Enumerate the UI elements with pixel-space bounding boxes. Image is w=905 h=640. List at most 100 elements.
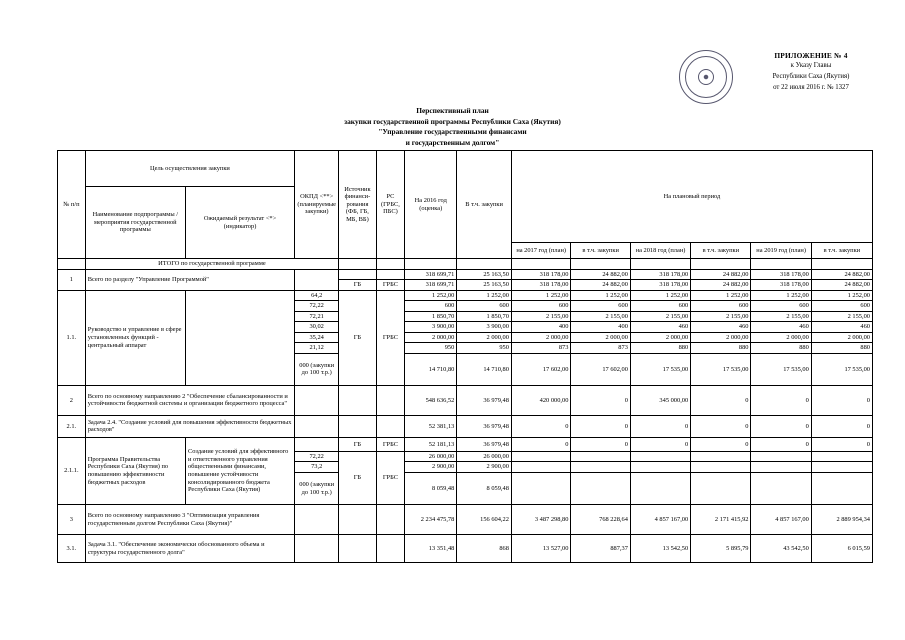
body-cell: ГБ bbox=[338, 436, 377, 452]
body-cell bbox=[629, 258, 692, 270]
body-cell: Задача 3.1. "Обеспечение экономически об… bbox=[84, 534, 296, 564]
header-cell: на 2019 год (план) bbox=[750, 242, 812, 259]
body-cell: 17 602,00 bbox=[570, 352, 631, 386]
body-cell: Задача 2.4. "Создание условий для повыше… bbox=[84, 414, 296, 438]
body-cell: ИТОГО по государственной программе bbox=[84, 258, 340, 270]
body-cell: 36 979,48 bbox=[456, 414, 512, 438]
body-cell: 0 bbox=[570, 384, 631, 416]
body-cell: 318 178,00 bbox=[510, 279, 572, 291]
body-cell bbox=[338, 258, 377, 270]
body-cell: 52 181,13 bbox=[404, 436, 458, 452]
body-cell bbox=[338, 534, 377, 564]
body-cell: 4 857 167,00 bbox=[629, 504, 692, 536]
body-cell: 768 228,64 bbox=[570, 504, 631, 536]
body-cell bbox=[456, 258, 512, 270]
body-cell: 73,2 bbox=[294, 461, 340, 473]
body-cell: Всего по разделу "Управление Программой" bbox=[84, 268, 296, 291]
body-cell: 2 000,00 bbox=[750, 331, 812, 344]
body-cell: ГРБС bbox=[375, 289, 406, 386]
body-cell bbox=[810, 258, 874, 270]
body-cell: 887,37 bbox=[570, 534, 631, 564]
body-cell: 318 178,00 bbox=[629, 268, 692, 281]
body-cell bbox=[750, 450, 812, 463]
annex-line: Республики Саха (Якутия) bbox=[772, 73, 850, 80]
body-cell bbox=[690, 472, 752, 506]
body-cell bbox=[750, 461, 812, 473]
body-cell: 17 602,00 bbox=[510, 352, 572, 386]
header-cell: на 2018 год (план) bbox=[629, 242, 692, 259]
body-cell: 400 bbox=[570, 321, 631, 333]
body-cell bbox=[629, 461, 692, 473]
body-cell: 2 900,00 bbox=[404, 461, 458, 473]
body-cell: 000 (закупки до 100 т.р.) bbox=[294, 352, 340, 386]
body-cell: 2 000,00 bbox=[629, 331, 692, 344]
table-row: № п/п Цель осуществления закупки ОКПД <**>… bbox=[57, 150, 874, 259]
body-cell bbox=[570, 450, 631, 463]
body-cell: 460 bbox=[690, 321, 752, 333]
body-cell: 13 542,50 bbox=[629, 534, 692, 564]
body-cell: 2 889 954,34 bbox=[810, 504, 874, 536]
table-row: 72,22 ГБ ГРБС 26 000,00 26 000,00 bbox=[58, 450, 874, 506]
body-cell bbox=[510, 258, 572, 270]
body-cell: 64,2 bbox=[294, 289, 340, 302]
header-cell: на 2017 год (план) bbox=[510, 242, 572, 259]
body-cell: 17 535,00 bbox=[810, 352, 874, 386]
body-cell: 600 bbox=[629, 300, 692, 312]
body-cell: 0 bbox=[750, 436, 812, 452]
body-cell: ГРБС bbox=[375, 450, 406, 506]
body-cell: 17 535,00 bbox=[629, 352, 692, 386]
body-cell: 600 bbox=[570, 300, 631, 312]
header-cell: Ожидаемый результат <*> (индикатор) bbox=[184, 186, 296, 259]
body-cell: 318 699,71 bbox=[404, 279, 458, 291]
body-cell: 43 542,50 bbox=[750, 534, 812, 564]
body-cell: 2 155,00 bbox=[750, 310, 812, 323]
table-row: 000 (закупки до 100 т.р.) 14 710,80 14 710… bbox=[58, 352, 874, 386]
body-cell: 0 bbox=[510, 436, 572, 452]
body-cell: 1 252,00 bbox=[456, 289, 512, 302]
table-row: Наименование подпрограммы / мероприятия … bbox=[58, 186, 873, 259]
header-cell: На плановый период bbox=[510, 150, 874, 243]
body-cell: 2 155,00 bbox=[690, 310, 752, 323]
body-cell bbox=[810, 472, 874, 506]
body-cell: 72,22 bbox=[294, 450, 340, 463]
body-cell: 2 000,00 bbox=[456, 331, 512, 344]
body-cell: Всего по основному направлению 2 "Обеспе… bbox=[84, 384, 296, 416]
body-cell bbox=[690, 461, 752, 473]
body-cell: 30,02 bbox=[294, 321, 340, 333]
body-cell: 420 000,00 bbox=[510, 384, 572, 416]
body-cell: 950 bbox=[456, 342, 512, 354]
body-cell bbox=[338, 414, 377, 438]
body-cell: 950 bbox=[404, 342, 458, 354]
body-cell: 2.1.1. bbox=[57, 436, 86, 506]
document-title: Перспективный план закупки государственн… bbox=[0, 106, 905, 149]
table-body: ИТОГО по государственной программе 1 Всего… bbox=[57, 258, 874, 564]
table-row: 1 Всего по разделу "Управление Программой… bbox=[57, 268, 874, 291]
body-cell bbox=[510, 472, 572, 506]
body-cell: 36 979,48 bbox=[456, 384, 512, 416]
body-cell bbox=[375, 504, 406, 536]
body-cell bbox=[375, 258, 406, 270]
body-cell: 0 bbox=[510, 414, 572, 438]
body-cell: 0 bbox=[750, 414, 812, 438]
header-cell: № п/п bbox=[57, 150, 86, 259]
official-seal-icon bbox=[679, 50, 733, 104]
header-cell: РС (ГРБС, ПБС) bbox=[375, 150, 406, 259]
body-cell: 3 bbox=[57, 504, 86, 536]
body-cell: 0 bbox=[629, 436, 692, 452]
body-cell bbox=[375, 268, 406, 281]
body-cell: 156 604,22 bbox=[456, 504, 512, 536]
body-cell bbox=[510, 461, 572, 473]
body-cell: 2 155,00 bbox=[510, 310, 572, 323]
body-cell: 2 000,00 bbox=[570, 331, 631, 344]
body-cell: 880 bbox=[810, 342, 874, 354]
body-cell: 0 bbox=[690, 414, 752, 438]
body-cell: 8 059,48 bbox=[456, 472, 512, 506]
body-cell: 318 699,71 bbox=[404, 268, 458, 281]
body-cell: 880 bbox=[629, 342, 692, 354]
body-cell: Руководство и управление в сфере установ… bbox=[84, 289, 186, 386]
body-cell: 1 252,00 bbox=[629, 289, 692, 302]
body-cell: 2 900,00 bbox=[456, 461, 512, 473]
body-cell: 25 163,50 bbox=[456, 268, 512, 281]
table-row: 72,22 600 600 600 600 600 600 600 600 bbox=[58, 300, 874, 312]
body-cell: 880 bbox=[750, 342, 812, 354]
